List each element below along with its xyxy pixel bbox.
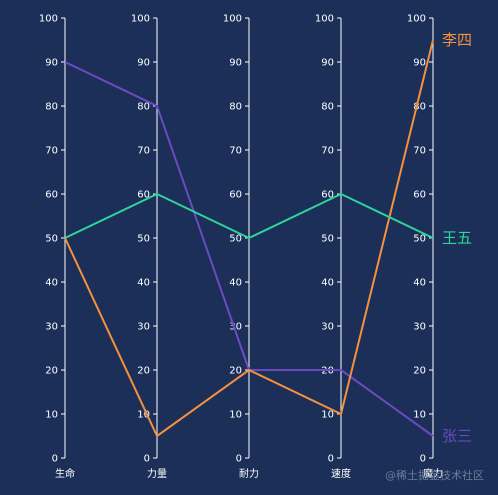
tick-label: 90: [413, 58, 426, 69]
tick-label: 50: [229, 234, 242, 245]
tick-label: 10: [45, 410, 58, 421]
tick-label: 50: [413, 234, 426, 245]
tick-label: 40: [321, 278, 334, 289]
watermark: @稀土掘金技术社区: [385, 469, 484, 482]
tick-label: 20: [45, 366, 58, 377]
tick-label: 60: [321, 190, 334, 201]
tick-label: 90: [229, 58, 242, 69]
tick-label: 30: [413, 322, 426, 333]
tick-label: 0: [144, 454, 150, 465]
tick-label: 10: [229, 410, 242, 421]
axes-layer: 0102030405060708090100生命0102030405060708…: [39, 14, 443, 481]
tick-label: 70: [229, 146, 242, 157]
axis-name-label: 力量: [147, 467, 167, 480]
tick-label: 60: [229, 190, 242, 201]
series-label: 王五: [442, 229, 472, 247]
tick-label: 40: [413, 278, 426, 289]
tick-label: 50: [321, 234, 334, 245]
tick-label: 70: [321, 146, 334, 157]
tick-label: 30: [45, 322, 58, 333]
series-label: 张三: [442, 427, 472, 445]
tick-label: 60: [45, 190, 58, 201]
tick-label: 80: [321, 102, 334, 113]
tick-label: 100: [315, 14, 334, 25]
axis-name-label: 魔力: [423, 467, 443, 480]
tick-label: 70: [137, 146, 150, 157]
series-layer: [64, 39, 434, 437]
tick-label: 70: [413, 146, 426, 157]
series-line-3[interactable]: [64, 193, 434, 239]
axis-name-label: 生命: [55, 467, 75, 480]
tick-label: 0: [328, 454, 334, 465]
tick-label: 40: [229, 278, 242, 289]
tick-label: 20: [137, 366, 150, 377]
tick-label: 90: [137, 58, 150, 69]
tick-label: 100: [131, 14, 150, 25]
tick-label: 20: [229, 366, 242, 377]
tick-label: 10: [321, 410, 334, 421]
tick-label: 40: [45, 278, 58, 289]
tick-label: 20: [413, 366, 426, 377]
axis-5: 0 10 20 30 40 50 60 70 80 90 100 魔力: [407, 14, 443, 481]
tick-label: 30: [137, 322, 150, 333]
tick-label: 80: [229, 102, 242, 113]
tick-label: 40: [137, 278, 150, 289]
axis-3: 0 10 20 30 40 50 60 70 80 90 100 耐力: [223, 14, 259, 481]
tick-label: 30: [229, 322, 242, 333]
axis-name-label: 耐力: [239, 467, 259, 480]
tick-label: 70: [45, 146, 58, 157]
tick-label: 60: [137, 190, 150, 201]
tick-label: 100: [39, 14, 58, 25]
tick-label: 60: [413, 190, 426, 201]
tick-label: 30: [321, 322, 334, 333]
series-label: 李四: [442, 31, 472, 49]
tick-label: 50: [45, 234, 58, 245]
tick-label: 0: [420, 454, 426, 465]
series-line-2[interactable]: [64, 39, 434, 437]
axis-2: 0 10 20 30 40 50 60 70 80 90 100 力量: [131, 14, 167, 481]
tick-label: 100: [223, 14, 242, 25]
tick-label: 10: [137, 410, 150, 421]
tick-label: 80: [137, 102, 150, 113]
tick-label: 80: [45, 102, 58, 113]
tick-label: 100: [407, 14, 426, 25]
tick-label: 90: [321, 58, 334, 69]
tick-label: 80: [413, 102, 426, 113]
axis-name-label: 速度: [331, 467, 351, 480]
tick-label: 0: [52, 454, 58, 465]
tick-label: 0: [236, 454, 242, 465]
tick-label: 50: [137, 234, 150, 245]
axis-1: 0 10 20 30 40 50 60 70 80 90 100 生命: [39, 14, 75, 481]
tick-label: 10: [413, 410, 426, 421]
tick-label: 90: [45, 58, 58, 69]
